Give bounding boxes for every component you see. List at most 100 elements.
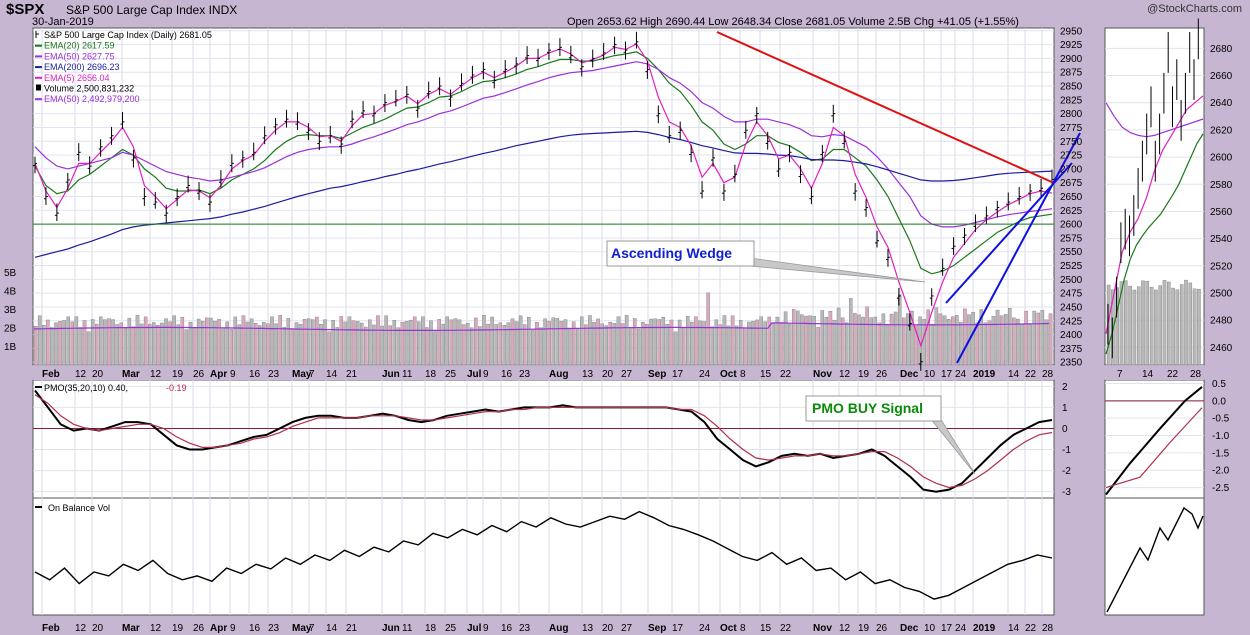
volume-bar bbox=[1028, 324, 1032, 366]
volume-bar bbox=[294, 322, 299, 366]
volume-bar bbox=[624, 315, 629, 366]
volume-bar bbox=[991, 316, 996, 366]
volume-bar bbox=[225, 321, 229, 366]
volume-bar bbox=[584, 324, 588, 366]
volume-bar bbox=[1016, 318, 1020, 366]
price-tick-label: 2600 bbox=[1060, 220, 1083, 231]
x-tick-label: Feb bbox=[42, 369, 60, 380]
pmo-legend-signal: -0.19 bbox=[166, 383, 187, 393]
x-tick-label: 14 bbox=[326, 623, 338, 634]
weekly-tick-label: 2460 bbox=[1210, 343, 1233, 354]
volume-bar bbox=[849, 298, 853, 366]
x-tick-label: 7 bbox=[309, 623, 315, 634]
volume-bar bbox=[910, 310, 914, 366]
x-tick-label: Aug bbox=[549, 623, 568, 634]
price-tick-label: 2550 bbox=[1060, 247, 1083, 258]
weekly-volume-bar bbox=[1167, 281, 1171, 366]
volume-bar bbox=[1040, 310, 1045, 366]
volume-bar bbox=[99, 316, 103, 366]
volume-bar bbox=[282, 326, 286, 366]
x-tick-label: 12 bbox=[839, 369, 851, 380]
volume-bar bbox=[596, 318, 600, 366]
volume-bar bbox=[873, 316, 878, 366]
x-tick-label: Aug bbox=[549, 369, 568, 380]
volume-bar bbox=[600, 323, 604, 366]
volume-bar bbox=[832, 319, 837, 366]
volume-bar bbox=[233, 316, 238, 366]
volume-bar bbox=[633, 318, 637, 366]
volume-bar bbox=[469, 327, 474, 366]
volume-bar bbox=[857, 314, 861, 366]
volume-bar bbox=[510, 318, 515, 366]
weekly-volume-bar bbox=[1132, 289, 1137, 366]
price-tick-label: 2925 bbox=[1060, 40, 1083, 51]
volume-bar bbox=[926, 309, 930, 366]
volume-bar bbox=[804, 315, 808, 366]
volume-bar bbox=[1020, 323, 1024, 366]
x-tick-label: 26 bbox=[876, 369, 888, 380]
price-tick-label: 2775 bbox=[1060, 123, 1083, 134]
volume-bar bbox=[502, 325, 507, 366]
volume-bar bbox=[755, 319, 759, 366]
volume-bar bbox=[690, 321, 694, 366]
x-tick-label: 17 bbox=[941, 369, 953, 380]
volume-bar bbox=[388, 325, 392, 366]
weekly-volume-bar bbox=[1175, 289, 1180, 366]
volume-bar bbox=[824, 317, 829, 366]
price-legend-entry: EMA(50) 2627.75 bbox=[44, 51, 115, 61]
volume-bar bbox=[274, 323, 278, 366]
volume-bar bbox=[135, 315, 140, 366]
series-ema20 bbox=[34, 51, 1053, 275]
price-tick-label: 2575 bbox=[1060, 233, 1083, 244]
weekly-volume-bar bbox=[1197, 288, 1201, 366]
weekly-pmo-tick-label: -1.5 bbox=[1212, 448, 1230, 459]
volume-bar bbox=[608, 322, 613, 366]
x-tick-label: 12 bbox=[839, 623, 851, 634]
volume-bar bbox=[779, 322, 784, 366]
x-tick-label: 16 bbox=[501, 623, 513, 634]
volume-bar bbox=[567, 327, 572, 366]
x-tick-label: 22 bbox=[1025, 623, 1037, 634]
volume-bar bbox=[706, 292, 710, 366]
weekly-ema-line bbox=[1105, 102, 1204, 138]
x-tick-label: 26 bbox=[876, 623, 888, 634]
x-tick-label: Dec bbox=[900, 369, 919, 380]
weekly-tick-label: 2560 bbox=[1210, 207, 1233, 218]
volume-bar bbox=[209, 317, 213, 366]
weekly-volume-bar bbox=[1154, 289, 1158, 366]
volume-bar bbox=[796, 310, 800, 366]
x-tick-label: Jun bbox=[382, 369, 400, 380]
volume-bar bbox=[763, 321, 767, 366]
x-tick-label: Nov bbox=[813, 623, 832, 634]
volume-bar bbox=[950, 316, 955, 366]
volume-bar bbox=[380, 325, 384, 366]
weekly-pmo-tick-label: 0.0 bbox=[1212, 396, 1226, 407]
x-tick-label: 25 bbox=[445, 369, 457, 380]
volume-bar bbox=[123, 328, 128, 366]
volume-bar bbox=[694, 316, 698, 366]
volume-bar bbox=[429, 320, 433, 366]
obv-line bbox=[34, 510, 1053, 600]
volume-bar bbox=[241, 315, 246, 366]
weekly-x-tick-label: 7 bbox=[1117, 369, 1123, 380]
x-tick-label: 9 bbox=[483, 369, 489, 380]
weekly-x-tick-label: 14 bbox=[1142, 369, 1154, 380]
volume-bar bbox=[677, 319, 682, 366]
volume-bar bbox=[408, 319, 413, 366]
series-ema50 bbox=[34, 61, 1053, 228]
weekly-volume-bar bbox=[1179, 284, 1184, 366]
x-tick-label: 20 bbox=[92, 623, 104, 634]
weekly-volume-bar bbox=[1145, 281, 1150, 366]
volume-bar bbox=[767, 316, 772, 366]
x-tick-label: May bbox=[292, 369, 312, 380]
volume-bar bbox=[445, 316, 450, 366]
legend-swatch bbox=[36, 84, 41, 91]
volume-bar bbox=[119, 322, 123, 366]
weekly-ema-line bbox=[1105, 133, 1204, 355]
volume-bar bbox=[205, 317, 209, 366]
price-tick-label: 2375 bbox=[1060, 344, 1083, 355]
x-tick-label: Oct bbox=[720, 369, 737, 380]
weekly-volume-bar bbox=[1184, 279, 1188, 366]
volume-bar bbox=[111, 319, 115, 366]
volume-bar bbox=[702, 321, 706, 366]
